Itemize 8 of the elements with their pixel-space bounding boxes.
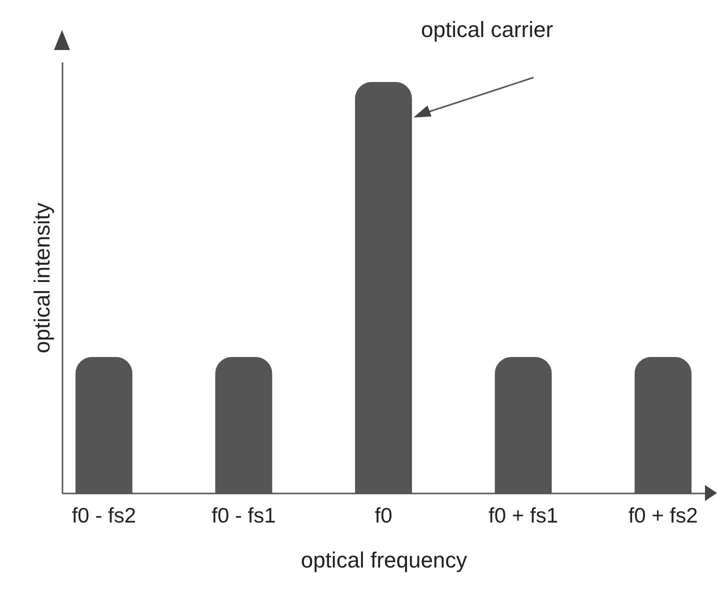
x-axis-title: optical frequency bbox=[300, 548, 468, 572]
text: optical carrier bbox=[420, 17, 554, 42]
x-tick-label: f0 + fs2 bbox=[628, 504, 698, 528]
x-tick-label: f0 bbox=[374, 504, 392, 528]
x-tick-label: f0 - fs2 bbox=[72, 504, 136, 528]
y-axis-title: optical intensity bbox=[30, 202, 54, 354]
x-tick-label: f0 - fs1 bbox=[212, 504, 276, 528]
x-tick-label: f0 + fs1 bbox=[488, 504, 558, 528]
